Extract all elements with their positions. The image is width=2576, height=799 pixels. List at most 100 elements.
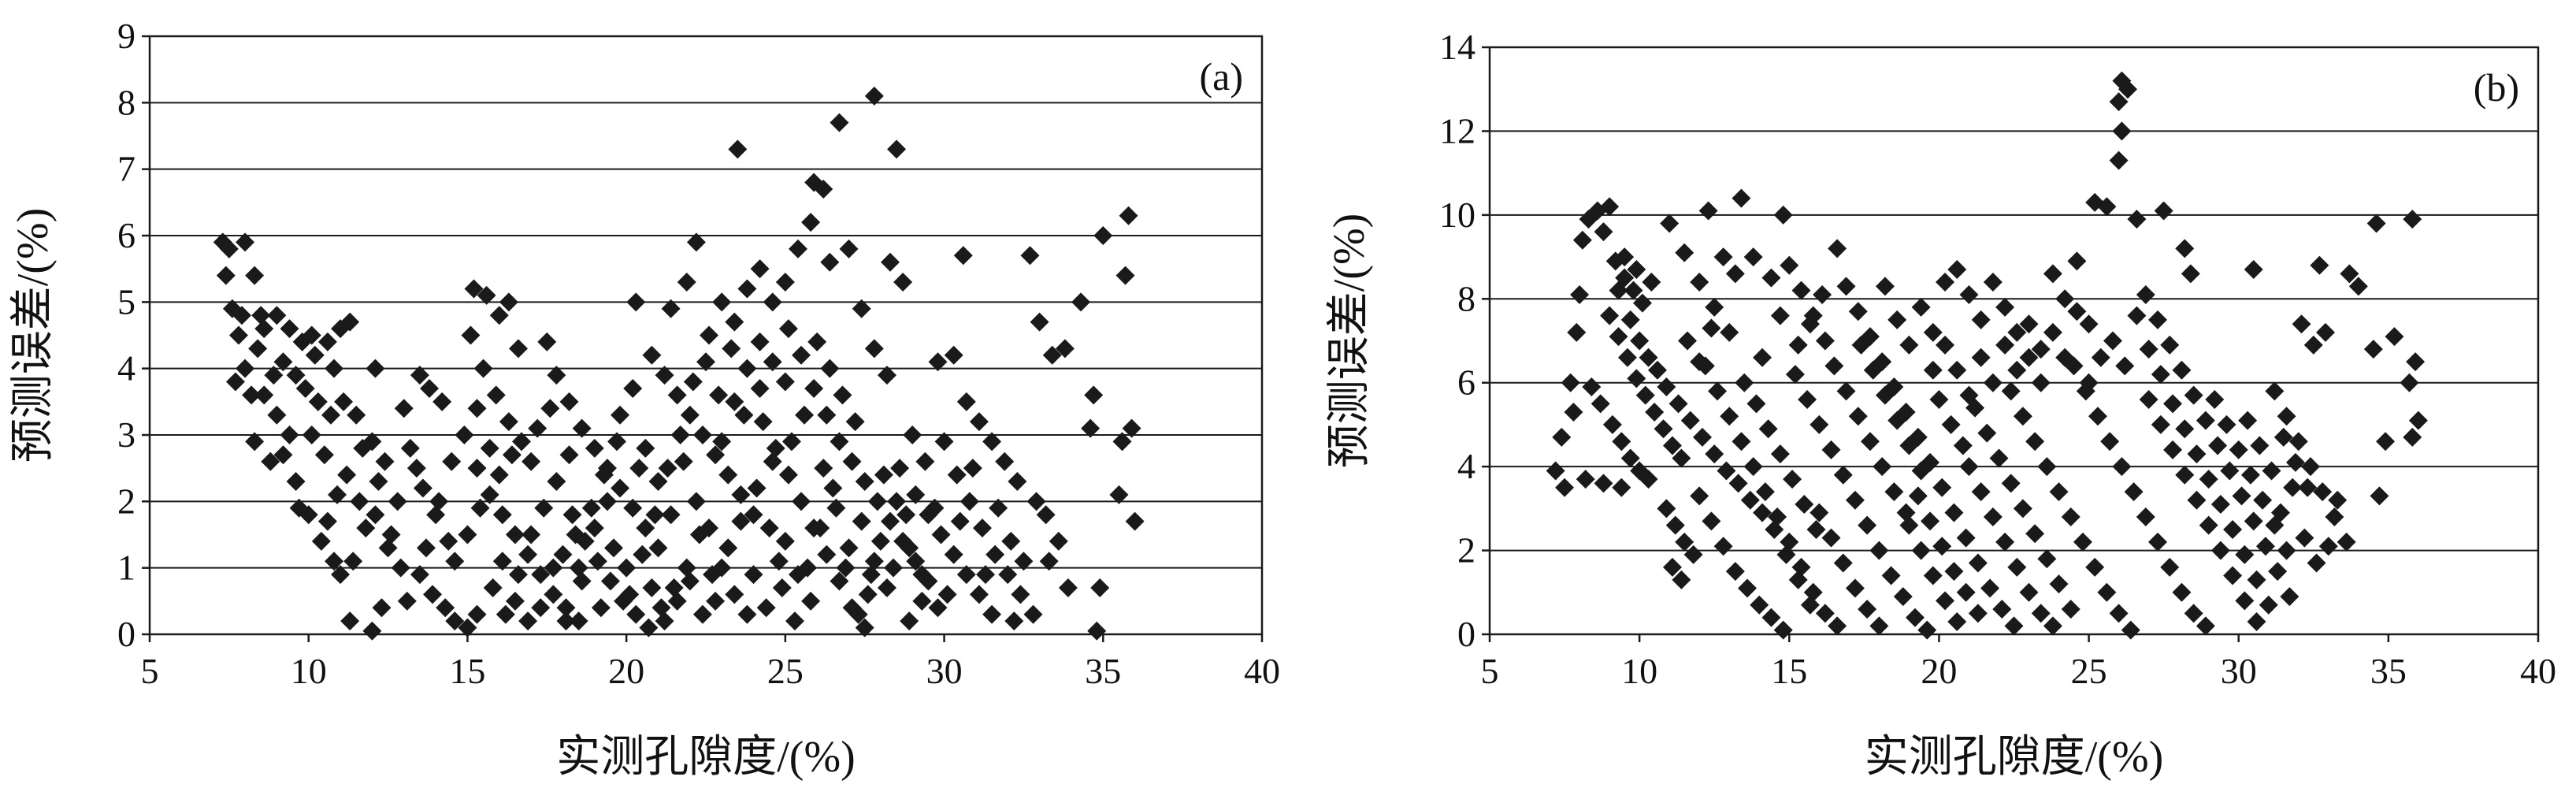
data-point [1791, 557, 1811, 577]
data-point [1695, 356, 1715, 376]
data-point [228, 325, 248, 345]
data-point [2220, 461, 2240, 481]
data-point [2250, 436, 2270, 455]
data-point [508, 565, 528, 585]
x-tick-label: 10 [291, 651, 327, 691]
data-point [391, 558, 410, 578]
data-point [1084, 385, 1104, 405]
data-point [969, 412, 989, 432]
data-point [1765, 519, 1784, 539]
data-point [1740, 490, 1760, 510]
data-point [2205, 390, 2225, 409]
data-point [499, 412, 518, 432]
data-point [867, 492, 887, 511]
data-point [2100, 432, 2120, 452]
data-point [804, 378, 824, 398]
data-point [880, 252, 900, 272]
chart-svg: 0 1 2 3 4 5 6 7 8 9 5 10 15 20 25 30 35 40 (a) 实测孔隙度/(%) 预测误… [9, 16, 1280, 782]
data-point [1989, 448, 2009, 468]
data-point [2184, 385, 2203, 405]
data-point [893, 273, 913, 292]
data-point [722, 339, 741, 359]
data-point [343, 552, 363, 571]
data-point [906, 552, 926, 571]
x-tick-label: 15 [449, 651, 485, 691]
data-point [661, 299, 681, 318]
data-point [340, 312, 360, 332]
data-point [976, 565, 996, 585]
data-point [2007, 557, 2027, 577]
data-point [286, 366, 306, 385]
data-point [2310, 255, 2329, 275]
data-point [1851, 335, 1871, 355]
data-point [2187, 444, 2207, 464]
data-point [763, 352, 782, 372]
data-point [2115, 356, 2135, 376]
data-point [1672, 570, 1691, 589]
data-point [416, 538, 436, 558]
data-point [2043, 322, 2062, 342]
data-point [1828, 239, 1847, 258]
data-point [1119, 206, 1138, 225]
data-point [642, 578, 662, 597]
data-point [2109, 151, 2129, 170]
data-point [2325, 507, 2344, 526]
data-point [378, 538, 398, 558]
data-point [1815, 331, 1835, 351]
data-point [706, 591, 726, 611]
data-point [1635, 385, 1655, 405]
data-point [2103, 331, 2122, 351]
data-point [458, 618, 477, 637]
data-point [1869, 616, 1889, 636]
data-point [731, 485, 751, 504]
data-point [2300, 457, 2320, 477]
data-point [2175, 419, 2195, 439]
data-point [1776, 544, 1796, 564]
data-point [1594, 222, 1613, 242]
data-point [2088, 407, 2107, 426]
data-point [2247, 612, 2266, 632]
data-point [261, 452, 280, 471]
data-point [1803, 306, 1823, 325]
data-point [2055, 289, 2075, 309]
data-point [2295, 528, 2314, 548]
data-point [1968, 553, 1988, 573]
data-point [2148, 310, 2168, 329]
data-point [314, 445, 334, 465]
data-point [1746, 394, 1766, 414]
data-point [1848, 302, 1868, 321]
data-point [467, 604, 487, 624]
data-point [2163, 440, 2183, 459]
data-point [1980, 578, 2000, 598]
data-point [1732, 188, 1751, 208]
data-point [1983, 373, 2003, 392]
data-point [1923, 322, 1943, 342]
data-point [1609, 281, 1628, 300]
data-point [308, 392, 328, 411]
data-point [1833, 465, 1853, 485]
data-point [617, 558, 637, 578]
data-point [248, 339, 268, 359]
data-point [934, 432, 954, 452]
data-point [2268, 562, 2288, 582]
data-point [1944, 503, 1964, 522]
data-point [2273, 427, 2293, 447]
data-point [2277, 541, 2296, 560]
data-point [763, 452, 782, 471]
data-point [1725, 562, 1745, 582]
data-point [2340, 264, 2359, 284]
data-point [960, 492, 979, 511]
data-point [1683, 544, 1703, 564]
data-point [778, 465, 798, 485]
data-point [737, 359, 757, 378]
data-point [1824, 356, 1844, 376]
data-point [788, 239, 807, 258]
data-point [639, 618, 659, 637]
data-point [677, 558, 696, 578]
data-point [1753, 503, 1772, 522]
data-point [1615, 247, 1635, 267]
panel-label: (a) [1200, 54, 1244, 98]
data-point [775, 531, 795, 551]
y-tick-label: 12 [1439, 110, 1475, 151]
data-point [2097, 582, 2117, 602]
